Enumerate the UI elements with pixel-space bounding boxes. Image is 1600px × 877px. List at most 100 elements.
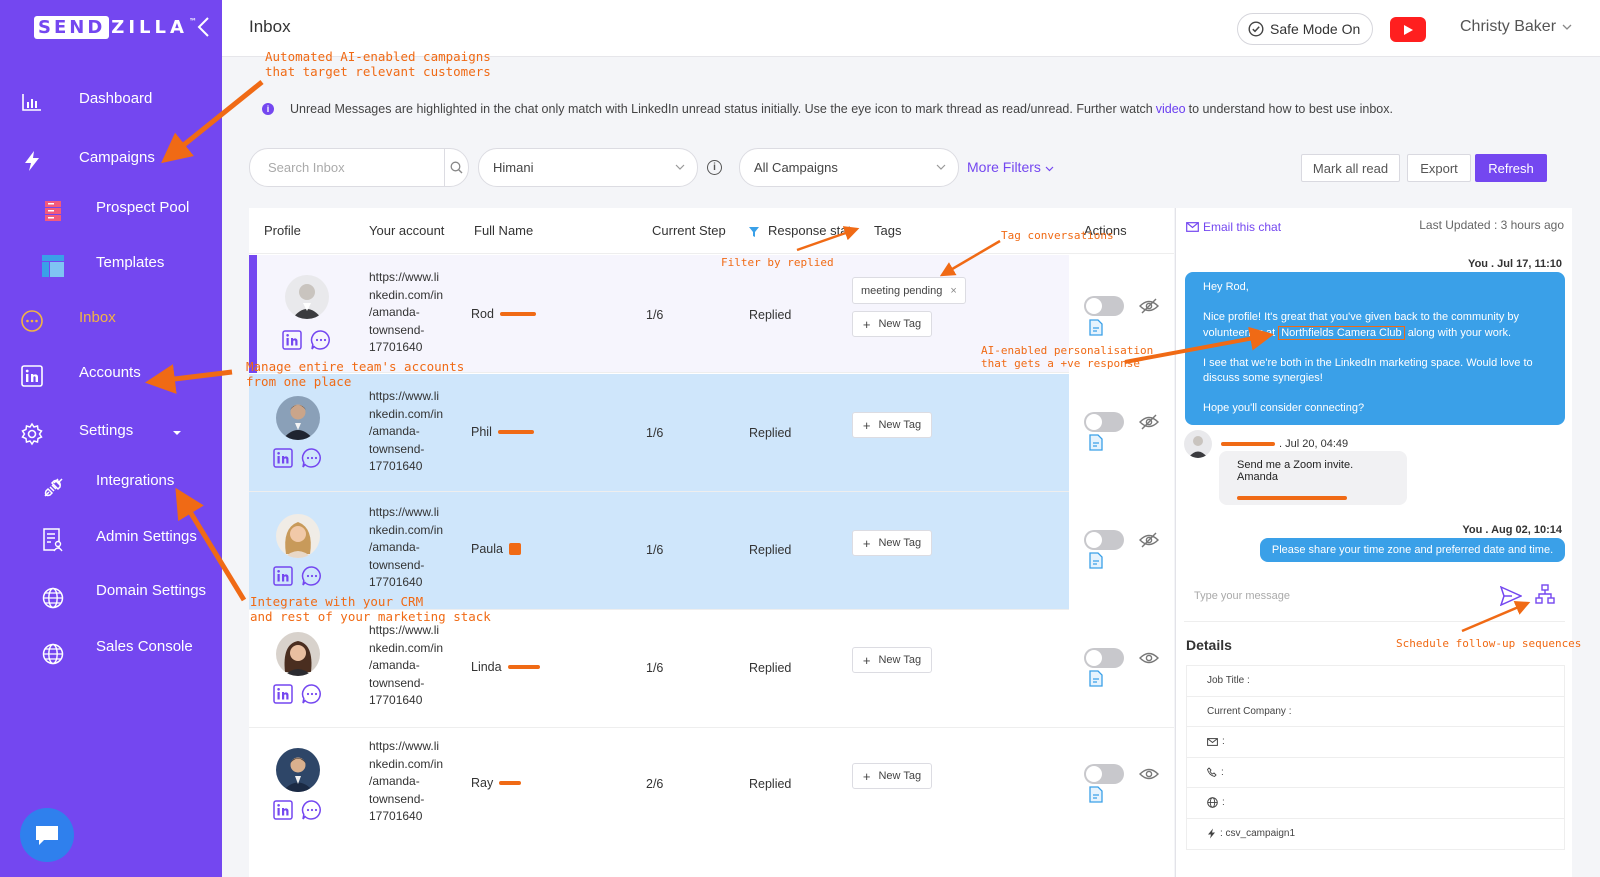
detail-job-title: Job Title : bbox=[1187, 666, 1564, 697]
account-url[interactable]: https://www.li nkedin.com/in/amanda-towns… bbox=[369, 505, 444, 589]
inbox-table: Profile Your account Full Name Current S… bbox=[249, 208, 1174, 877]
message-icon[interactable] bbox=[301, 447, 323, 469]
incoming-message: Send me a Zoom invite. Amanda bbox=[1219, 451, 1407, 505]
new-tag-button[interactable]: + New Tag bbox=[852, 647, 932, 673]
table-row[interactable]: https://www.li nkedin.com/in/amanda-towns… bbox=[249, 255, 1174, 373]
template-icon bbox=[41, 254, 65, 278]
tag-chip[interactable]: meeting pending × bbox=[852, 277, 966, 304]
detail-current-company: Current Company : bbox=[1187, 697, 1564, 727]
document-icon[interactable] bbox=[1089, 319, 1103, 336]
video-link[interactable]: video bbox=[1155, 102, 1186, 116]
eye-hidden-icon[interactable] bbox=[1139, 414, 1159, 430]
table-row[interactable]: https://www.li nkedin.com/in/amanda-towns… bbox=[249, 492, 1174, 610]
message-icon[interactable] bbox=[301, 565, 323, 587]
avatar bbox=[276, 748, 320, 792]
collapse-sidebar-icon[interactable] bbox=[196, 16, 210, 44]
linkedin-icon[interactable] bbox=[273, 684, 293, 704]
eye-hidden-icon[interactable] bbox=[1139, 298, 1159, 314]
sidebar-item-integrations[interactable]: Integrations bbox=[41, 472, 174, 497]
export-button[interactable]: Export bbox=[1407, 154, 1471, 182]
sidebar-item-dashboard[interactable]: Dashboard bbox=[20, 90, 152, 111]
account-url[interactable]: https://www.li nkedin.com/in/amanda-towns… bbox=[369, 739, 444, 823]
linkedin-icon[interactable] bbox=[273, 448, 293, 468]
current-step: 1/6 bbox=[646, 543, 664, 557]
eye-icon[interactable] bbox=[1139, 650, 1159, 666]
new-tag-button[interactable]: + New Tag bbox=[852, 412, 932, 438]
send-icon[interactable] bbox=[1499, 585, 1523, 607]
document-icon[interactable] bbox=[1089, 786, 1103, 803]
col-tags: Tags bbox=[874, 223, 902, 238]
last-updated: Last Updated : 3 hours ago bbox=[1419, 218, 1564, 232]
message-icon[interactable] bbox=[301, 683, 323, 705]
chevron-down-icon bbox=[1562, 24, 1572, 30]
youtube-button[interactable] bbox=[1390, 17, 1426, 42]
sidebar-item-inbox[interactable]: Inbox bbox=[20, 309, 116, 332]
bar-chart-icon bbox=[20, 90, 44, 114]
sidebar-item-domain-settings[interactable]: Domain Settings bbox=[41, 582, 206, 609]
sidebar-item-accounts[interactable]: Accounts bbox=[20, 364, 141, 387]
toggle-switch[interactable] bbox=[1084, 530, 1124, 550]
sidebar-item-prospect-pool[interactable]: Prospect Pool bbox=[41, 199, 189, 221]
toggle-switch[interactable] bbox=[1084, 764, 1124, 784]
sidebar-item-admin-settings[interactable]: Admin Settings bbox=[41, 528, 197, 552]
table-row[interactable]: https://www.li nkedin.com/in/amanda-towns… bbox=[249, 728, 1174, 846]
filter-icon[interactable] bbox=[749, 225, 759, 240]
close-icon[interactable]: × bbox=[950, 284, 957, 297]
account-url[interactable]: https://www.li nkedin.com/in/amanda-towns… bbox=[369, 623, 444, 707]
new-tag-button[interactable]: + New Tag bbox=[852, 311, 932, 337]
user-menu[interactable]: Christy Baker bbox=[1460, 18, 1572, 36]
table-row[interactable]: https://www.li nkedin.com/in/amanda-towns… bbox=[249, 610, 1174, 728]
toggle-switch[interactable] bbox=[1084, 412, 1124, 432]
more-filters-button[interactable]: More Filters bbox=[967, 159, 1054, 175]
document-icon[interactable] bbox=[1089, 670, 1103, 687]
message-input[interactable] bbox=[1194, 590, 1474, 602]
sidebar-item-settings[interactable]: Settings bbox=[20, 422, 181, 446]
new-tag-button[interactable]: + New Tag bbox=[852, 763, 932, 789]
search-divider bbox=[444, 148, 445, 187]
toggle-switch[interactable] bbox=[1084, 296, 1124, 316]
document-icon[interactable] bbox=[1089, 434, 1103, 451]
email-this-chat-link[interactable]: Email this chat bbox=[1186, 220, 1281, 234]
eye-hidden-icon[interactable] bbox=[1139, 532, 1159, 548]
mail-icon bbox=[1186, 222, 1199, 232]
col-response-status[interactable]: Response stat bbox=[768, 223, 852, 238]
document-icon[interactable] bbox=[1089, 552, 1103, 569]
account-url[interactable]: https://www.li nkedin.com/in/amanda-towns… bbox=[369, 270, 444, 354]
linkedin-icon[interactable] bbox=[273, 800, 293, 820]
mark-all-read-button[interactable]: Mark all read bbox=[1301, 154, 1400, 182]
search-icon[interactable] bbox=[445, 161, 468, 174]
response-status: Replied bbox=[749, 308, 792, 322]
toggle-switch[interactable] bbox=[1084, 648, 1124, 668]
refresh-button[interactable]: Refresh bbox=[1475, 154, 1547, 182]
linkedin-icon[interactable] bbox=[273, 566, 293, 586]
support-chat-button[interactable] bbox=[20, 808, 74, 862]
full-name: Ray bbox=[471, 776, 522, 790]
safe-mode-label: Safe Mode On bbox=[1270, 21, 1361, 37]
avatar bbox=[276, 396, 320, 440]
sidebar-item-templates[interactable]: Templates bbox=[41, 254, 164, 277]
sidebar-item-campaigns[interactable]: Campaigns bbox=[20, 149, 155, 171]
account-url[interactable]: https://www.li nkedin.com/in/amanda-towns… bbox=[369, 389, 444, 473]
message-icon[interactable] bbox=[301, 799, 323, 821]
plus-icon: + bbox=[862, 316, 871, 332]
sidebar-item-sales-console[interactable]: Sales Console bbox=[41, 638, 193, 665]
eye-icon[interactable] bbox=[1139, 766, 1159, 782]
chat-panel: Email this chat Last Updated : 3 hours a… bbox=[1175, 208, 1572, 877]
search-input[interactable] bbox=[268, 160, 444, 175]
info-circle-icon[interactable]: i bbox=[707, 160, 722, 175]
full-name: Rod bbox=[471, 307, 536, 321]
account-select-value: Himani bbox=[493, 160, 534, 175]
message-icon[interactable] bbox=[310, 329, 332, 351]
account-select[interactable]: Himani bbox=[478, 148, 698, 187]
safe-mode-button[interactable]: Safe Mode On bbox=[1237, 13, 1374, 45]
redaction-mark bbox=[497, 430, 534, 434]
linkedin-icon[interactable] bbox=[282, 330, 302, 350]
caret-down-icon[interactable] bbox=[172, 424, 182, 441]
sequence-icon[interactable] bbox=[1535, 584, 1555, 604]
table-row[interactable]: https://www.li nkedin.com/in/amanda-towns… bbox=[249, 374, 1174, 492]
new-tag-button[interactable]: + New Tag bbox=[852, 530, 932, 556]
campaign-select[interactable]: All Campaigns bbox=[739, 148, 959, 187]
redaction-mark bbox=[1237, 496, 1347, 500]
sendzilla-logo[interactable]: SEND ZILLA™ bbox=[34, 16, 201, 39]
actions-cell bbox=[1069, 374, 1174, 492]
